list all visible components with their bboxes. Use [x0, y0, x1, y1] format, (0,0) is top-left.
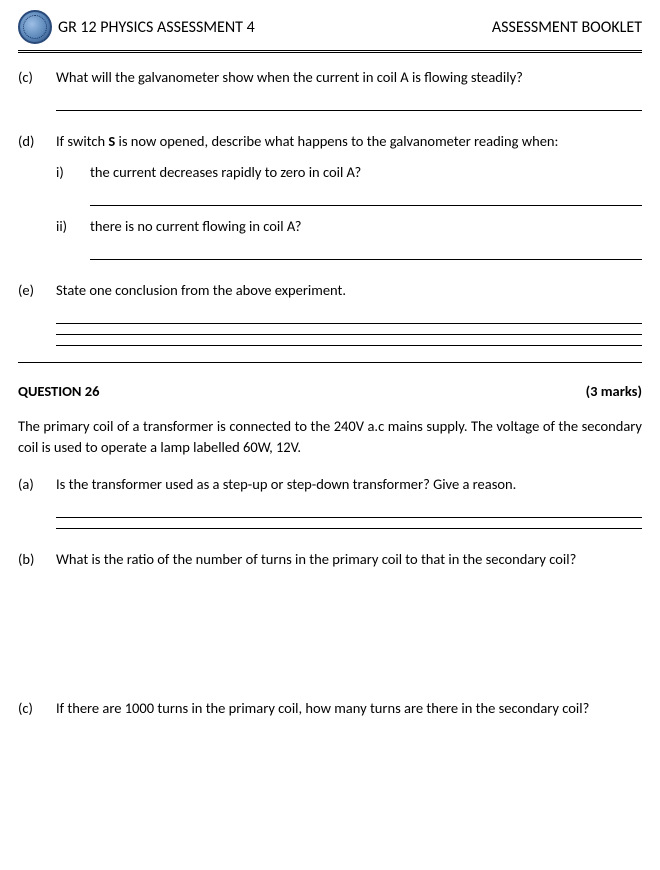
answer-line [56, 323, 642, 324]
question-c: (c) What will the galvanometer show when… [18, 67, 642, 88]
label-d: (d) [18, 131, 42, 183]
label-c: (c) [18, 67, 42, 88]
header-booklet: ASSESSMENT BOOKLET [492, 18, 642, 37]
answer-line [56, 517, 642, 518]
question-26a: (a) Is the transformer used as a step-up… [18, 474, 642, 495]
label-26b: (b) [18, 549, 42, 570]
question-26c: (c) If there are 1000 turns in the prima… [18, 698, 642, 719]
question-d-i: i) the current decreases rapidly to zero… [56, 162, 642, 183]
label-d-ii: ii) [56, 216, 76, 237]
text-c: What will the galvanometer show when the… [56, 67, 642, 88]
question-e: (e) State one conclusion from the above … [18, 280, 642, 301]
question-26-marks: (3 marks) [586, 381, 642, 402]
label-26a: (a) [18, 474, 42, 495]
text-d-i: the current decreases rapidly to zero in… [90, 162, 361, 183]
question-26-title: QUESTION 26 [18, 381, 99, 402]
header-left: GR 12 PHYSICS ASSESSMENT 4 [18, 10, 255, 44]
text-d-pre: If switch [56, 132, 108, 150]
question-26-intro: The primary coil of a transformer is con… [18, 416, 642, 458]
question-d-ii-row: ii) there is no current flowing in coil … [18, 216, 642, 237]
header-title: GR 12 PHYSICS ASSESSMENT 4 [58, 18, 255, 37]
section-divider [18, 362, 642, 363]
answer-line [90, 259, 642, 260]
answer-line [56, 345, 642, 346]
answer-line [90, 205, 642, 206]
question-26b: (b) What is the ratio of the number of t… [18, 549, 642, 570]
answer-line [56, 528, 642, 529]
text-d-ii: there is no current flowing in coil A? [90, 216, 302, 237]
answer-line [56, 110, 642, 111]
school-logo-icon [18, 10, 52, 44]
text-26c: If there are 1000 turns in the primary c… [56, 698, 642, 719]
spacer [18, 216, 42, 237]
text-e: State one conclusion from the above expe… [56, 280, 642, 301]
label-26c: (c) [18, 698, 42, 719]
work-space [18, 578, 642, 698]
label-e: (e) [18, 280, 42, 301]
text-26a: Is the transformer used as a step-up or … [56, 474, 642, 495]
label-d-i: i) [56, 162, 76, 183]
question-d: (d) If switch S is now opened, describe … [18, 131, 642, 183]
question-26-header: QUESTION 26 (3 marks) [18, 381, 642, 402]
text-26b: What is the ratio of the number of turns… [56, 549, 642, 570]
text-d-post: is now opened, describe what happens to … [115, 132, 558, 150]
answer-line [56, 334, 642, 335]
question-d-ii: ii) there is no current flowing in coil … [56, 216, 642, 237]
content: (c) What will the galvanometer show when… [18, 53, 642, 719]
text-d: If switch S is now opened, describe what… [56, 131, 642, 183]
page-header: GR 12 PHYSICS ASSESSMENT 4 ASSESSMENT BO… [18, 10, 642, 48]
